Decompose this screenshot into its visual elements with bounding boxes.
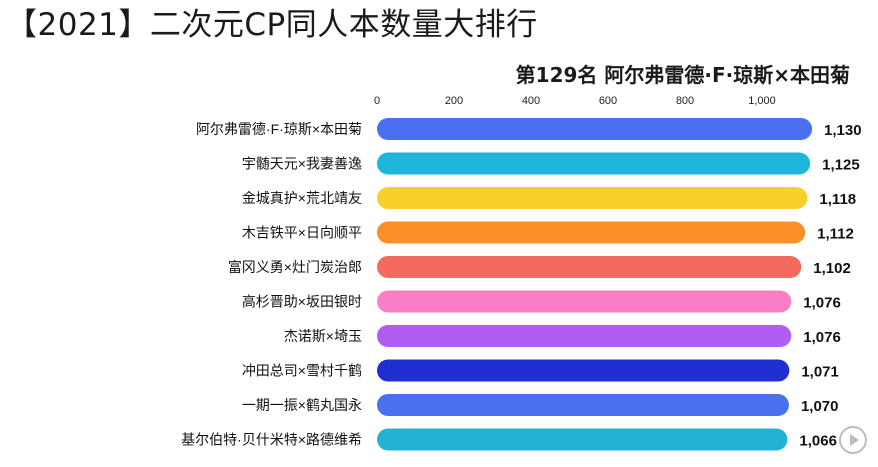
value-label: 1,118: [819, 191, 856, 208]
x-tick-label: 1,000: [748, 95, 776, 107]
category-label: 一期一振×鹤丸国永: [242, 397, 362, 413]
rank-caption: 第129名 阿尔弗雷德·F·琼斯×本田菊: [515, 63, 850, 87]
category-label: 冲田总司×雪村千鹤: [242, 363, 362, 379]
value-label: 1,076: [803, 295, 841, 312]
page-title: 【2021】二次元CP同人本数量大排行: [6, 7, 538, 43]
category-label: 高杉晋助×坂田银时: [242, 294, 362, 310]
category-label: 木吉铁平×日向顺平: [242, 225, 362, 241]
bar: [377, 428, 788, 451]
value-label: 1,102: [813, 260, 851, 277]
value-label: 1,125: [822, 157, 860, 174]
category-label: 金城真护×荒北靖友: [242, 190, 362, 206]
bar: [377, 394, 789, 416]
value-label: 1,070: [801, 398, 839, 415]
x-tick-label: 200: [445, 95, 463, 107]
category-label: 杰诺斯×埼玉: [284, 328, 362, 344]
bar: [377, 256, 802, 278]
category-label: 阿尔弗雷德·F·琼斯×本田菊: [196, 121, 362, 137]
play-circle-icon[interactable]: [838, 425, 868, 455]
bar: [377, 152, 811, 175]
value-label: 1,076: [803, 329, 841, 346]
bar: [377, 118, 813, 140]
bar: [377, 325, 792, 347]
category-label: 基尔伯特·贝什米特×路德维希: [181, 432, 362, 448]
category-label: 富冈义勇×灶门炭治郎: [228, 259, 362, 275]
x-tick-label: 600: [599, 95, 617, 107]
bar: [377, 187, 808, 209]
value-label: 1,112: [817, 226, 854, 243]
bar: [377, 221, 806, 244]
value-label: 1,066: [799, 433, 837, 450]
x-tick-label: 400: [522, 95, 540, 107]
value-label: 1,071: [801, 364, 839, 381]
bar: [377, 359, 790, 382]
value-label: 1,130: [824, 122, 862, 139]
x-tick-label: 800: [676, 95, 694, 107]
x-tick-label: 0: [374, 95, 380, 107]
category-label: 宇髄天元×我妻善逸: [242, 156, 362, 172]
bar: [377, 290, 792, 313]
